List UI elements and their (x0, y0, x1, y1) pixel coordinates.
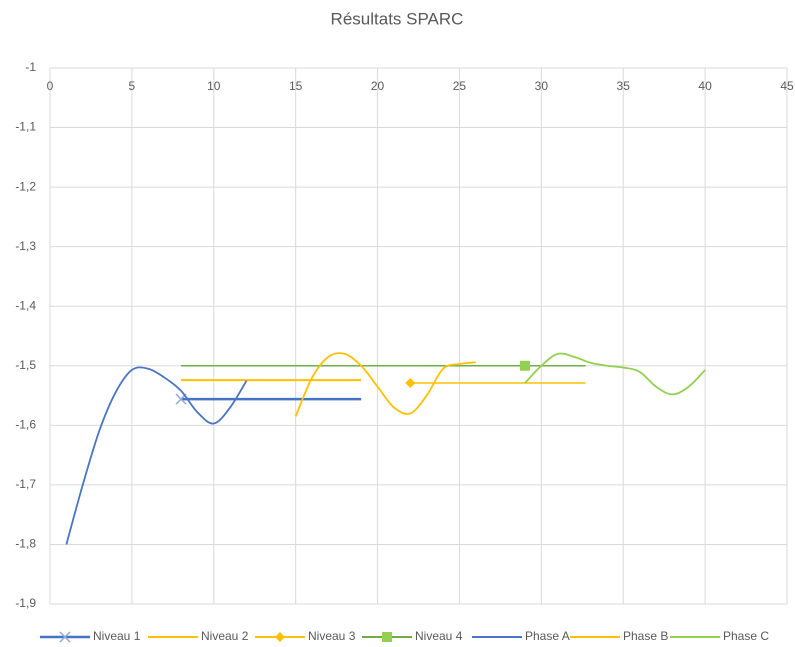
legend-label: Phase C (723, 629, 769, 643)
x-tick-label: 10 (207, 79, 221, 93)
marker (405, 378, 416, 389)
legend-item: Niveau 4 (362, 629, 463, 643)
legend-item: Phase A (472, 629, 570, 643)
legend-label: Phase A (525, 629, 570, 643)
legend-label: Niveau 2 (201, 629, 249, 643)
y-tick-label: -1,9 (15, 596, 36, 610)
x-tick-label: 30 (535, 79, 549, 93)
x-tick-label: 40 (698, 79, 712, 93)
x-tick-label: 25 (453, 79, 467, 93)
legend-item: Phase B (570, 629, 668, 643)
y-tick-label: -1,3 (15, 239, 36, 253)
legend-item: Phase C (670, 629, 769, 643)
legend-item: Niveau 2 (148, 629, 249, 643)
x-tick-label: 20 (371, 79, 385, 93)
legend-label: Niveau 3 (308, 629, 356, 643)
legend-label: Phase B (623, 629, 668, 643)
legend-item: Niveau 3 (255, 629, 356, 643)
y-tick-label: -1,4 (15, 298, 36, 312)
series-line (65, 366, 248, 545)
legend-label: Niveau 1 (93, 629, 141, 643)
y-tick-label: -1,7 (15, 477, 36, 491)
legend-item: Niveau 1 (40, 629, 141, 643)
legend-label: Niveau 4 (415, 629, 463, 643)
marker (519, 360, 530, 371)
y-tick-label: -1,8 (15, 537, 36, 551)
series-line (294, 352, 476, 417)
chart-title: Résultats SPARC (331, 9, 464, 28)
marker (275, 632, 285, 642)
y-tick-label: -1,1 (15, 120, 36, 134)
y-tick-label: -1,2 (15, 179, 36, 193)
x-tick-label: 35 (617, 79, 631, 93)
y-tick-label: -1 (25, 60, 36, 74)
x-tick-label: 45 (780, 79, 794, 93)
x-tick-label: 0 (47, 79, 54, 93)
marker (382, 632, 392, 642)
y-tick-label: -1,5 (15, 358, 36, 372)
x-tick-label: 15 (289, 79, 303, 93)
x-tick-label: 5 (129, 79, 136, 93)
series-line (524, 352, 706, 396)
marker (59, 631, 71, 643)
y-tick-label: -1,6 (15, 418, 36, 432)
